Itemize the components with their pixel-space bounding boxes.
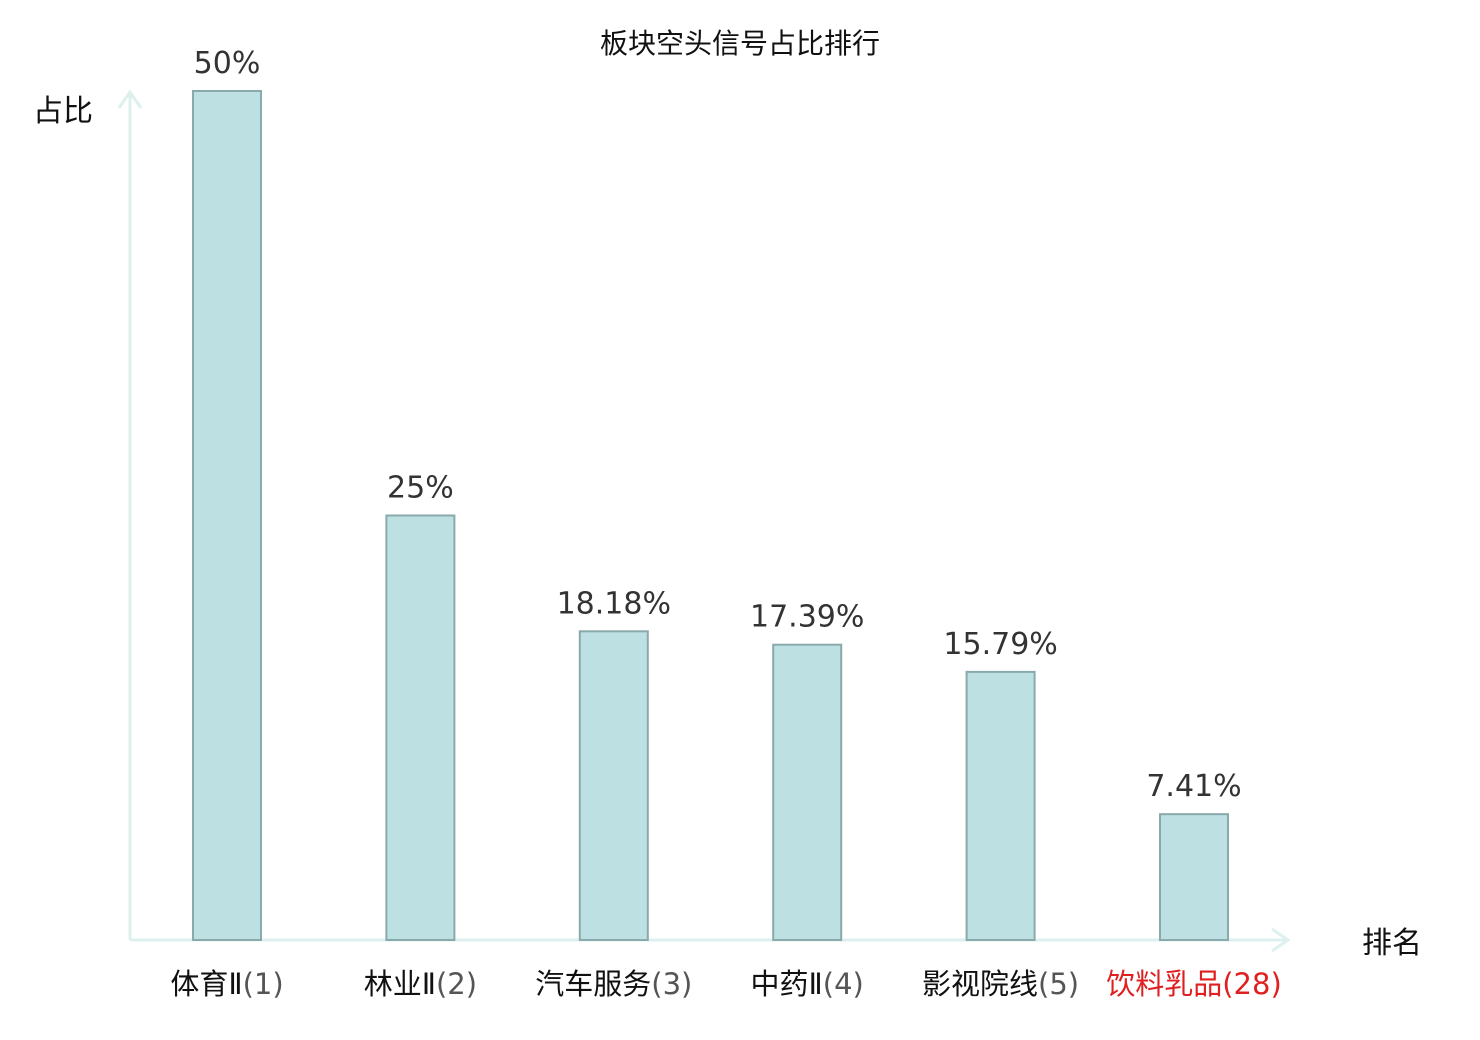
y-axis-arrow-icon <box>117 89 143 109</box>
category-labels-group: 体育Ⅱ(1) 林业Ⅱ(2) 汽车服务(3) 中药Ⅱ(4) 影视院线(5) 饮料乳品(28) <box>170 967 1281 1001</box>
value-labels-group: 50% 25% 18.18% 17.39% 15.79% 7.41% <box>194 46 1242 804</box>
bar-value-label: 50% <box>194 46 261 81</box>
category-name: 汽车服务 <box>535 967 651 1001</box>
category-name: 中药Ⅱ <box>751 967 823 1001</box>
x-tick-label: 林业Ⅱ(2) <box>364 967 477 1001</box>
category-rank: (4) <box>823 967 864 1001</box>
category-rank: (3) <box>651 967 692 1001</box>
bar-value-label: 7.41% <box>1146 769 1241 804</box>
x-tick-label: 影视院线(5) <box>922 967 1079 1001</box>
bar-value-label: 17.39% <box>750 600 864 635</box>
x-tick-label: 汽车服务(3) <box>535 967 692 1001</box>
category-name: 饮料乳品 <box>1106 967 1222 1001</box>
x-tick-label: 中药Ⅱ(4) <box>751 967 864 1001</box>
x-tick-label: 饮料乳品(28) <box>1106 967 1282 1001</box>
bar <box>772 643 843 941</box>
bar <box>965 670 1036 941</box>
y-axis-label: 占比 <box>33 94 93 129</box>
category-rank: (28) <box>1222 967 1282 1001</box>
bar-value-label: 25% <box>387 471 454 506</box>
bar <box>385 514 456 941</box>
x-axis-arrow-icon <box>1271 927 1291 953</box>
bar-value-label: 15.79% <box>943 627 1057 662</box>
bar <box>1159 813 1229 942</box>
category-name: 林业Ⅱ <box>364 967 436 1001</box>
bars-group <box>192 90 1229 942</box>
category-name: 影视院线 <box>922 967 1038 1001</box>
axes <box>117 89 1291 953</box>
category-rank: (2) <box>436 967 477 1001</box>
bar <box>192 90 262 941</box>
x-axis-label: 排名 <box>1362 926 1422 961</box>
category-rank: (5) <box>1038 967 1079 1001</box>
chart-title: 板块空头信号占比排行 <box>600 27 880 60</box>
x-tick-label: 体育Ⅱ(1) <box>170 967 283 1001</box>
bar <box>578 630 649 941</box>
bar-value-label: 18.18% <box>557 586 671 621</box>
category-name: 体育Ⅱ <box>170 967 242 1001</box>
category-rank: (1) <box>243 967 284 1001</box>
